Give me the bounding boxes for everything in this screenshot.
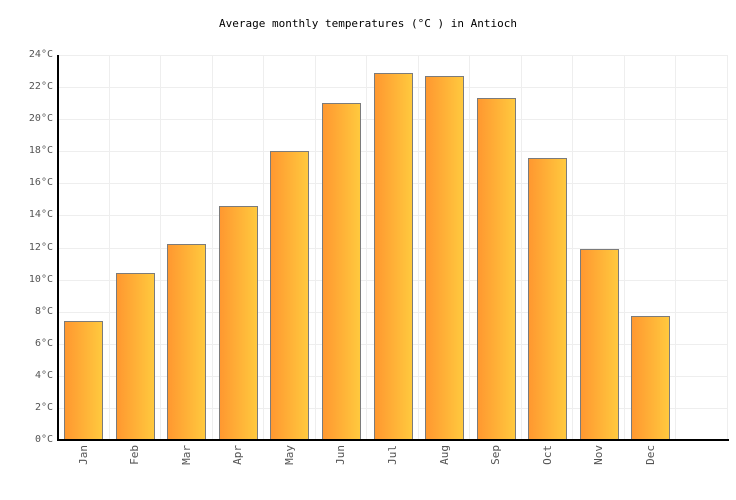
y-tick-label: 0°C xyxy=(34,434,53,445)
vertical-gridline xyxy=(314,55,316,440)
bar-oct[interactable] xyxy=(528,157,568,440)
y-tick-label: 18°C xyxy=(28,145,53,157)
bar-nov[interactable] xyxy=(579,249,619,440)
bar-apr[interactable] xyxy=(218,205,258,440)
x-tick-label-nov: Nov xyxy=(592,445,606,465)
y-tick-label: 6°C xyxy=(34,337,53,349)
y-tick-label: 20°C xyxy=(28,113,53,125)
x-tick-label-jul: Jul xyxy=(386,445,399,465)
bar-feb[interactable] xyxy=(115,273,155,440)
x-tick-label-apr: Apr xyxy=(231,445,245,465)
y-tick-label: 8°C xyxy=(34,305,53,317)
bar-may[interactable] xyxy=(270,151,310,440)
bar-sep[interactable] xyxy=(476,98,516,440)
x-axis-line xyxy=(57,439,729,441)
bar-mar[interactable] xyxy=(167,244,207,440)
bar-jul[interactable] xyxy=(373,72,413,440)
bar-dec[interactable] xyxy=(631,316,671,440)
x-tick-label-jan: Jan xyxy=(76,445,90,465)
horizontal-gridline xyxy=(58,55,728,56)
y-tick-label: 16°C xyxy=(28,177,53,189)
vertical-gridline xyxy=(211,55,213,440)
bar-aug[interactable] xyxy=(425,75,465,440)
y-tick-label: 24°C xyxy=(28,49,53,60)
x-tick-label-oct: Oct xyxy=(540,445,554,465)
vertical-gridline xyxy=(417,55,419,440)
vertical-gridline xyxy=(160,55,162,440)
x-tick-label-may: May xyxy=(282,445,296,465)
y-tick-label: 10°C xyxy=(28,273,53,285)
y-tick-label: 12°C xyxy=(28,241,53,253)
vertical-gridline xyxy=(623,55,625,440)
vertical-gridline xyxy=(675,55,677,440)
x-tick-label-feb: Feb xyxy=(128,445,142,465)
vertical-gridline xyxy=(727,55,728,440)
vertical-gridline xyxy=(572,55,574,440)
y-tick-label: 2°C xyxy=(34,401,53,413)
x-tick-label-sep: Sep xyxy=(489,445,503,465)
y-tick-label: 22°C xyxy=(28,81,53,93)
vertical-gridline xyxy=(263,55,265,440)
vertical-gridline xyxy=(520,55,522,440)
x-tick-label-dec: Dec xyxy=(643,445,657,465)
vertical-gridline xyxy=(108,55,110,440)
y-axis-line xyxy=(57,55,59,440)
x-tick-label-mar: Mar xyxy=(179,445,193,465)
chart-title: Average monthly temperatures (°C ) in An… xyxy=(218,17,517,30)
y-tick-label: 14°C xyxy=(28,209,53,221)
x-tick-label-jun: Jun xyxy=(334,445,348,465)
vertical-gridline xyxy=(366,55,368,440)
y-tick-label: 4°C xyxy=(34,369,53,381)
bar-jun[interactable] xyxy=(321,103,361,440)
vertical-gridline xyxy=(469,55,471,440)
bar-jan[interactable] xyxy=(64,321,104,440)
x-tick-label-aug: Aug xyxy=(437,445,451,465)
